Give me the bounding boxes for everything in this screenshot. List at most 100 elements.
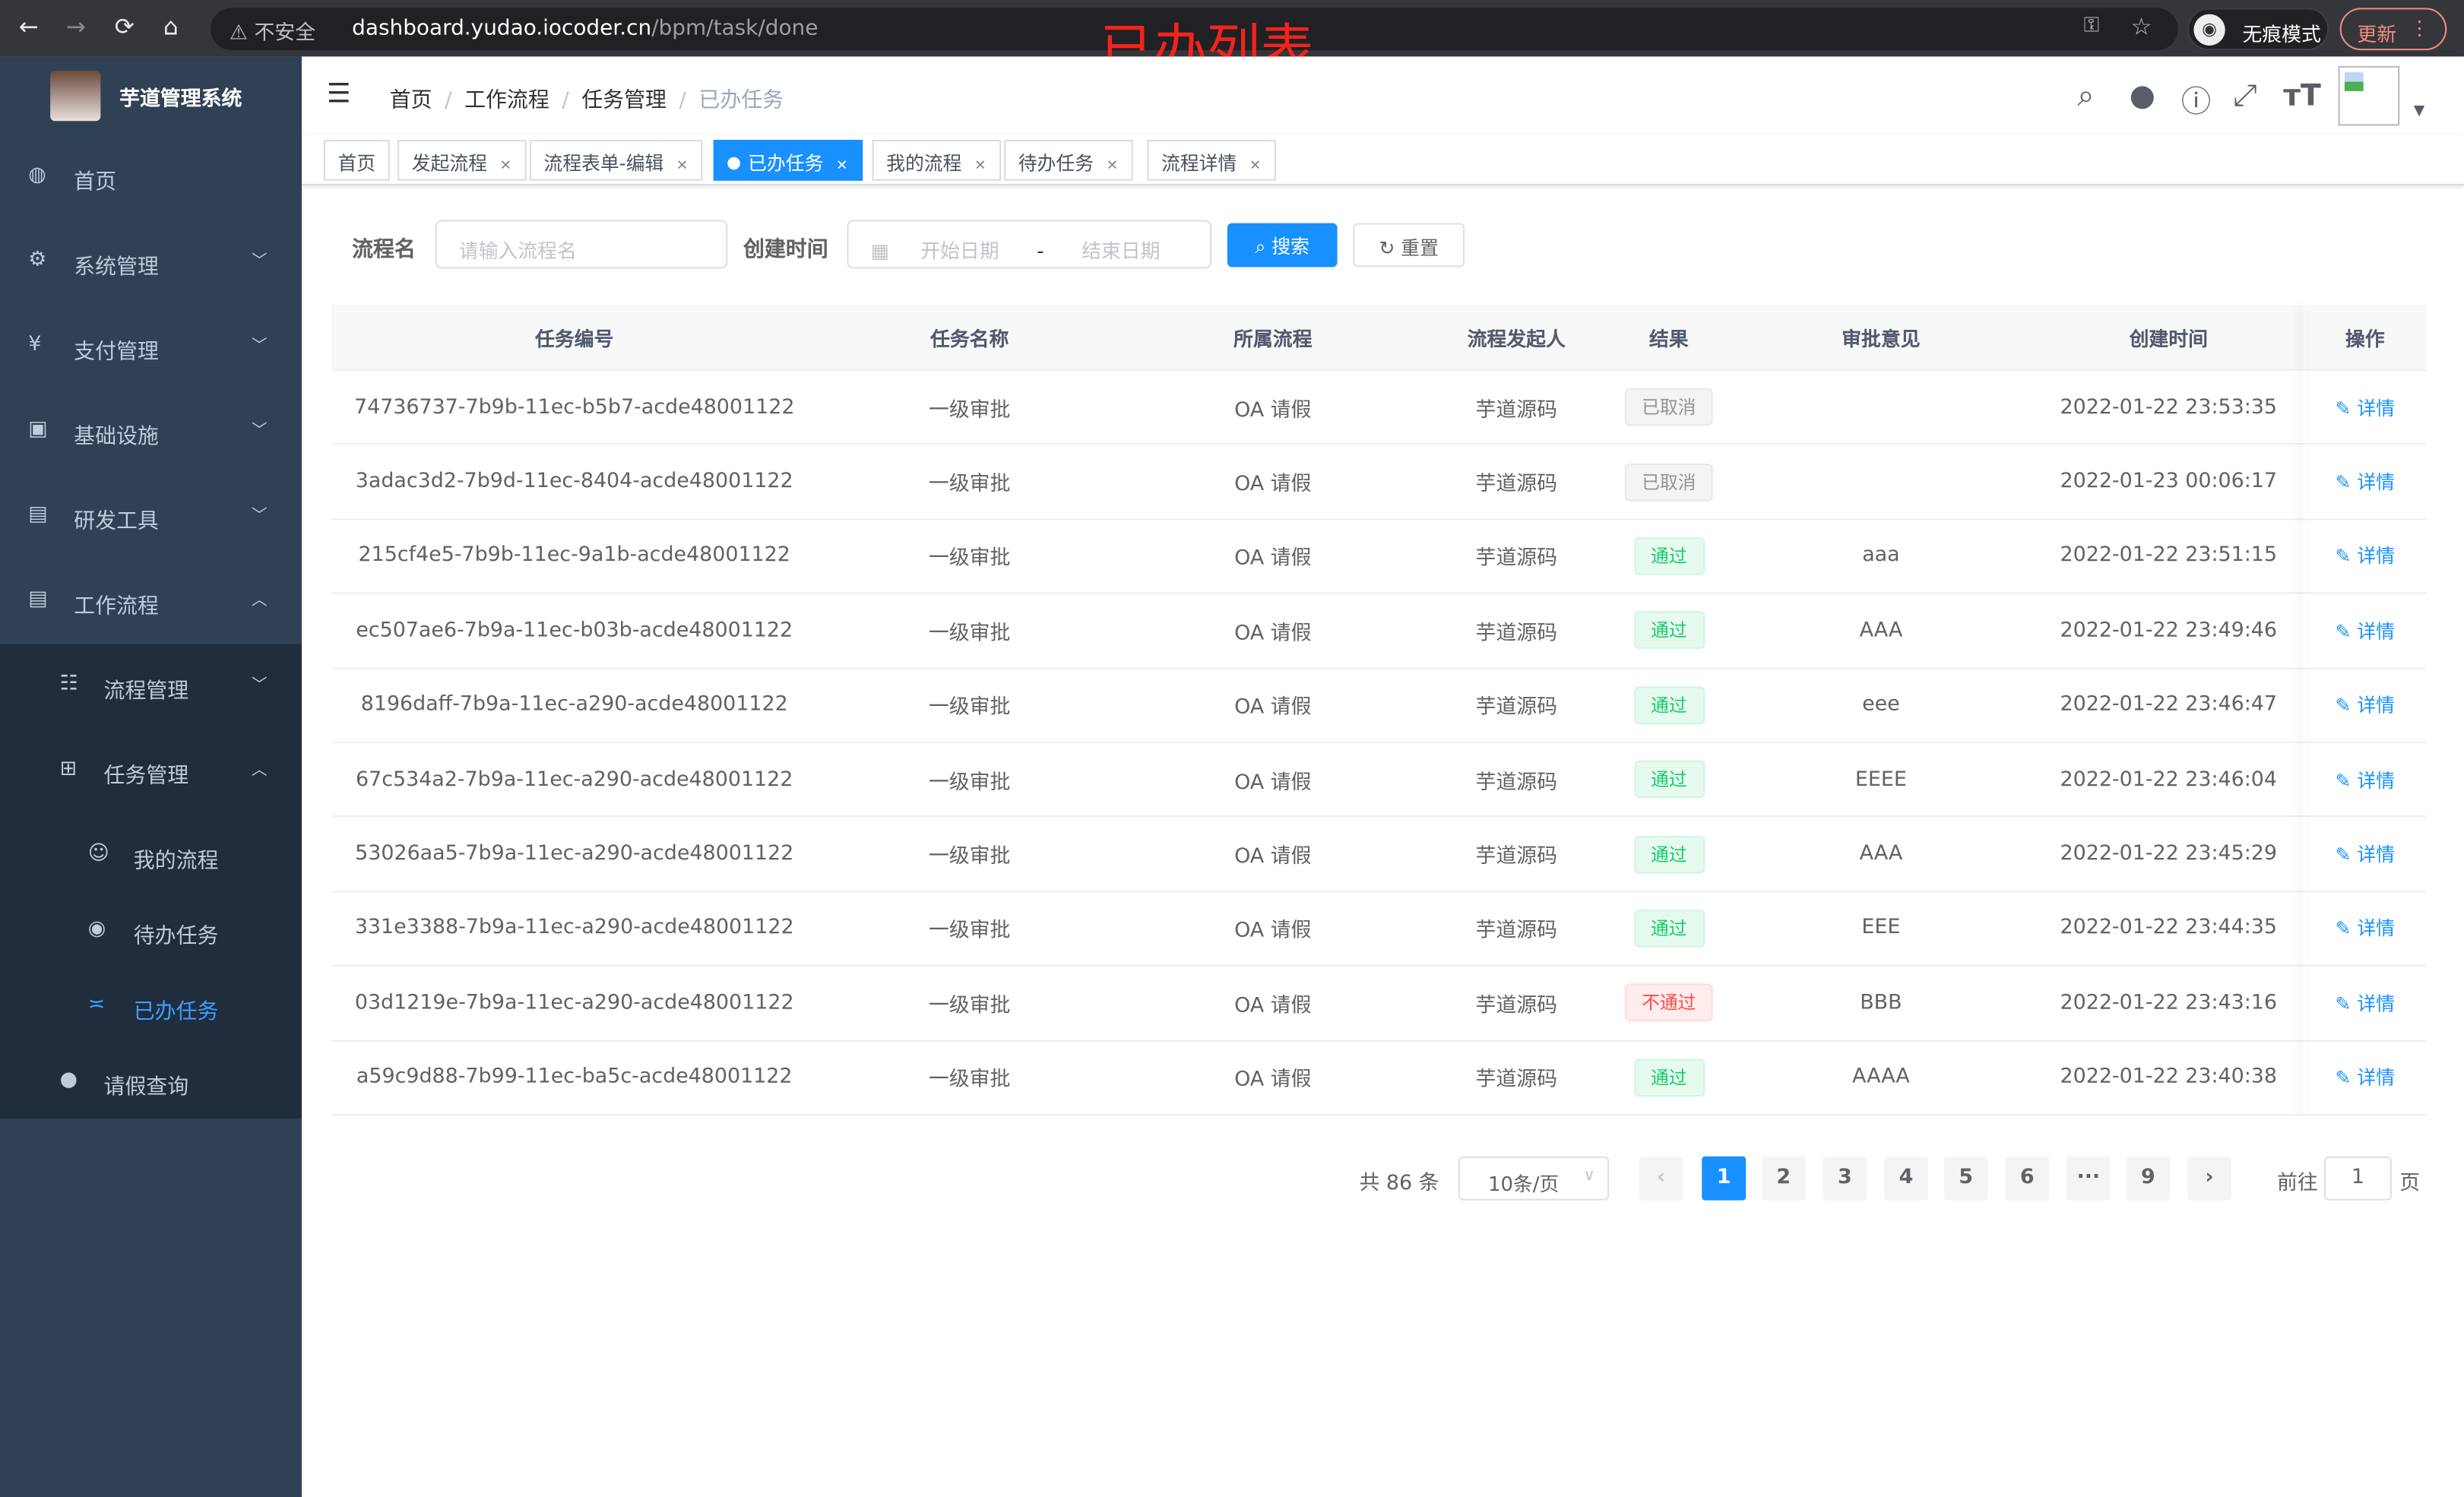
fullscreen-icon[interactable]: ⤢ — [2233, 78, 2257, 113]
sidebar-subitem-label: 我的流程 — [133, 848, 219, 874]
tag-4[interactable]: 我的流程 ✕ — [872, 140, 1001, 181]
table-cell: ✎ 详情 — [2304, 445, 2426, 518]
sidebar-item-label: 支付管理 — [74, 339, 159, 365]
reload-icon[interactable]: ⟳ — [114, 12, 135, 41]
tag-5[interactable]: 待办任务 ✕ — [1004, 140, 1132, 181]
page-button[interactable]: 2 — [1761, 1156, 1806, 1201]
incognito-label: 无痕模式 — [2242, 21, 2321, 46]
page-button[interactable]: 6 — [2005, 1156, 2050, 1201]
page-button[interactable]: 3 — [1823, 1156, 1867, 1201]
detail-link[interactable]: ✎ 详情 — [2336, 766, 2395, 793]
goto-label: 前往 — [2276, 1172, 2318, 1196]
next-page-button[interactable]: › — [2187, 1156, 2231, 1201]
sidebar-subitem[interactable]: ● 请假查询 — [0, 1040, 302, 1116]
reset-button[interactable]: ↻ 重置 — [1353, 223, 1465, 267]
detail-link[interactable]: ✎ 详情 — [2336, 1064, 2395, 1090]
page-button[interactable]: 4 — [1884, 1156, 1928, 1201]
table-row: 03d1219e-7b9a-11ec-a290-acde48001122 一级审批… — [331, 967, 2427, 1041]
tag-label: 流程表单-编辑 — [543, 152, 664, 175]
close-icon[interactable]: ✕ — [676, 158, 689, 175]
table-cell: 一级审批 — [928, 771, 1011, 795]
close-icon[interactable]: ✕ — [974, 158, 987, 175]
tag-1[interactable]: 发起流程 ✕ — [397, 140, 526, 181]
page-button[interactable]: ··· — [2066, 1156, 2111, 1201]
sidebar-item[interactable]: ▤ 工作流程 ︿ — [0, 559, 302, 644]
sidebar-item-label: 系统管理 — [74, 254, 159, 280]
tag-2[interactable]: 流程表单-编辑 ✕ — [529, 140, 702, 181]
start-date[interactable]: 开始日期 — [920, 239, 999, 263]
update-button[interactable]: 更新 ⋮ — [2339, 8, 2447, 51]
close-icon[interactable]: ✕ — [1106, 158, 1119, 175]
forward-icon[interactable]: → — [65, 12, 86, 41]
sidebar-subitem[interactable]: ⊞ 任务管理 ︿ — [0, 729, 302, 814]
sidebar-item[interactable]: ◍ 首页 — [0, 135, 302, 220]
table-cell: OA 请假 — [1234, 547, 1312, 571]
insecure-label[interactable]: ⚠ 不安全 — [229, 21, 316, 46]
detail-link[interactable]: ✎ 详情 — [2336, 394, 2395, 420]
key-icon[interactable]: ⚿ — [2083, 14, 2100, 38]
help-icon[interactable]: ⓘ — [2181, 84, 2212, 120]
page-button[interactable]: 9 — [2126, 1156, 2171, 1201]
breadcrumb-item[interactable]: 工作流程 — [464, 87, 549, 113]
url-text[interactable]: dashboard.yudao.iocoder.cn/bpm/task/done — [352, 16, 818, 41]
sidebar-subitem[interactable]: ☺ 我的流程 — [0, 814, 302, 889]
sidebar-subitem[interactable]: ☷ 流程管理 ﹀ — [0, 644, 302, 730]
sidebar-item[interactable]: ⚙ 系统管理 ﹀ — [0, 220, 302, 305]
edit-icon: ✎ — [2335, 546, 2352, 568]
breadcrumb-item[interactable]: 任务管理 — [581, 87, 667, 113]
tag-label: 待办任务 — [1018, 152, 1094, 175]
tag-6[interactable]: 流程详情 ✕ — [1147, 140, 1275, 181]
table-cell — [1728, 371, 2033, 444]
avatar[interactable] — [2338, 65, 2400, 126]
incognito-icon: ◉ — [2193, 14, 2225, 46]
table-cell: BBB — [1860, 991, 1902, 1015]
detail-label: 详情 — [2357, 769, 2395, 792]
sidebar-item[interactable]: ▤ 研发工具 ﹀ — [0, 474, 302, 559]
detail-link[interactable]: ✎ 详情 — [2336, 989, 2395, 1016]
table-cell: EEE — [1861, 916, 1901, 941]
github-icon[interactable]: ● — [2129, 78, 2155, 113]
incognito-badge[interactable]: ◉ 无痕模式 — [2187, 8, 2329, 51]
close-icon[interactable]: ✕ — [499, 158, 512, 175]
sidebar-subitem[interactable]: ◉ 待办任务 — [0, 889, 302, 964]
detail-link[interactable]: ✎ 详情 — [2336, 468, 2395, 495]
page-button[interactable]: 5 — [1943, 1156, 1988, 1201]
sidebar-subitem[interactable]: ≍ 已办任务 — [0, 965, 302, 1040]
caret-down-icon[interactable]: ▼ — [2413, 103, 2425, 120]
table-cell: 331e3388-7b9a-11ec-a290-acde48001122 — [354, 916, 794, 941]
address-bar[interactable]: ⚠ 不安全 dashboard.yudao.iocoder.cn/bpm/tas… — [211, 8, 2178, 51]
tag-0[interactable]: 首页 — [323, 140, 390, 181]
detail-link[interactable]: ✎ 详情 — [2336, 617, 2395, 644]
goto-page-input[interactable]: 1 — [2323, 1156, 2392, 1201]
detail-link[interactable]: ✎ 详情 — [2336, 543, 2395, 569]
table-cell: 一级审批 — [928, 473, 1011, 497]
star-icon[interactable]: ☆ — [2130, 12, 2152, 41]
prev-page-button[interactable]: ‹ — [1639, 1156, 1683, 1201]
date-range-picker[interactable]: ▦ 开始日期 - 结束日期 — [847, 220, 1212, 269]
tag-3[interactable]: 已办任务 ✕ — [713, 140, 863, 181]
close-icon[interactable]: ✕ — [835, 158, 848, 175]
page-button[interactable]: 1 — [1702, 1156, 1747, 1201]
hamburger-icon[interactable]: ☰ — [327, 78, 351, 110]
page-size-value: 10条/页 — [1488, 1172, 1560, 1196]
total-count: 共 86 条 — [1359, 1172, 1439, 1196]
font-size-icon[interactable]: ᴛT — [2283, 78, 2321, 113]
header-cell: 审批意见 — [1842, 327, 1921, 351]
breadcrumb-item[interactable]: 首页 — [389, 87, 432, 113]
process-name-input[interactable]: 请输入流程名 — [435, 220, 728, 269]
detail-link[interactable]: ✎ 详情 — [2336, 840, 2395, 867]
search-button[interactable]: ⌕ 搜索 — [1227, 223, 1338, 267]
table-cell: 已取消 — [1609, 371, 1728, 444]
search-icon[interactable]: ⌕ — [2077, 78, 2095, 113]
detail-link[interactable]: ✎ 详情 — [2336, 692, 2395, 718]
detail-link[interactable]: ✎ 详情 — [2336, 915, 2395, 942]
sidebar-item[interactable]: ¥ 支付管理 ﹀ — [0, 305, 302, 390]
end-date[interactable]: 结束日期 — [1082, 239, 1161, 263]
page-size-select[interactable]: 10条/页 ∨ — [1458, 1156, 1610, 1201]
eye-icon: ◉ — [87, 917, 106, 942]
home-icon[interactable]: ⌂ — [163, 12, 179, 41]
back-icon[interactable]: ← — [18, 12, 39, 41]
sidebar-item[interactable]: ▣ 基础设施 ﹀ — [0, 390, 302, 475]
table-cell: 67c534a2-7b9a-11ec-a290-acde48001122 — [356, 767, 793, 792]
close-icon[interactable]: ✕ — [1249, 158, 1262, 175]
